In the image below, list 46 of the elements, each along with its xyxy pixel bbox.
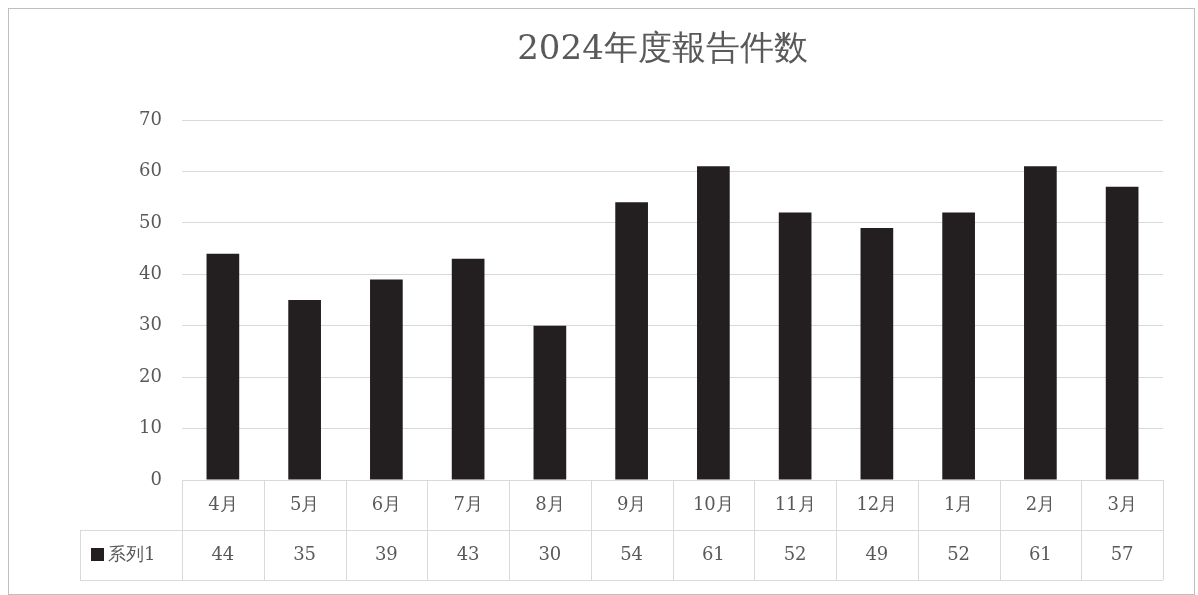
x-tick-label: 8月 bbox=[535, 492, 565, 514]
data-label: 61 bbox=[701, 542, 725, 564]
x-tick-label: 2月 bbox=[1025, 492, 1056, 514]
bar bbox=[1024, 166, 1057, 480]
x-tick-label: 11月 bbox=[774, 492, 816, 514]
x-tick-label: 7月 bbox=[453, 492, 483, 514]
data-label: 52 bbox=[783, 542, 807, 564]
data-label: 44 bbox=[211, 542, 235, 564]
data-label: 35 bbox=[293, 542, 317, 564]
bar bbox=[778, 212, 812, 480]
y-tick-label: 40 bbox=[139, 261, 162, 283]
data-label: 30 bbox=[538, 542, 562, 564]
legend-label: 系列1 bbox=[108, 542, 156, 564]
x-tick-label: 10月 bbox=[692, 492, 734, 514]
y-tick-label: 70 bbox=[139, 107, 162, 129]
x-tick-label: 4月 bbox=[208, 492, 238, 514]
bar bbox=[288, 300, 321, 480]
x-tick-label: 3月 bbox=[1107, 492, 1137, 514]
bar bbox=[860, 228, 894, 480]
x-tick-label: 9月 bbox=[616, 492, 647, 514]
bar bbox=[451, 258, 485, 480]
data-label: 54 bbox=[620, 542, 644, 564]
data-label: 39 bbox=[374, 542, 398, 564]
x-tick-label: 12月 bbox=[856, 492, 898, 514]
data-label: 49 bbox=[865, 542, 889, 564]
bar bbox=[206, 253, 240, 480]
y-tick-label: 0 bbox=[150, 467, 162, 489]
bar bbox=[942, 212, 975, 480]
data-label: 57 bbox=[1110, 542, 1134, 564]
y-tick-label: 20 bbox=[139, 364, 162, 386]
x-tick-label: 1月 bbox=[943, 492, 974, 514]
bar bbox=[370, 279, 403, 480]
bar bbox=[533, 325, 567, 480]
y-tick-label: 30 bbox=[139, 313, 162, 335]
data-label: 52 bbox=[947, 542, 971, 564]
x-tick-label: 6月 bbox=[371, 492, 402, 514]
bar bbox=[697, 166, 730, 480]
data-label: 43 bbox=[456, 542, 480, 564]
y-tick-label: 10 bbox=[139, 416, 162, 438]
y-tick-label: 50 bbox=[139, 210, 162, 232]
bar bbox=[615, 202, 648, 480]
data-label: 61 bbox=[1028, 542, 1052, 564]
x-tick-label: 5月 bbox=[289, 492, 320, 514]
bar bbox=[1105, 186, 1139, 480]
y-tick-label: 60 bbox=[139, 159, 162, 181]
chart-title: 2024年度報告件数 bbox=[517, 26, 808, 67]
